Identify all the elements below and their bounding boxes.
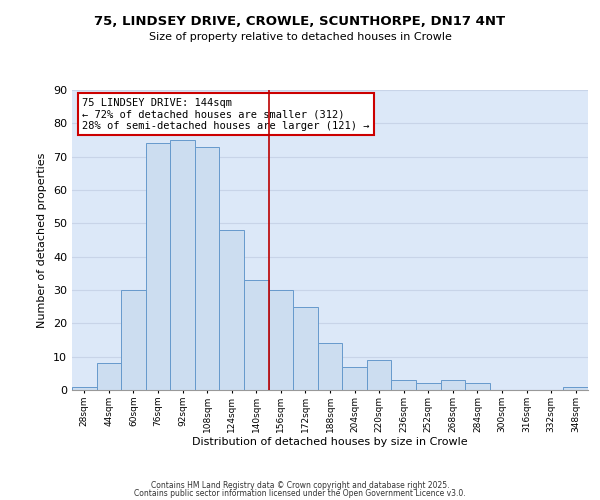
Bar [72,386,97,390]
Bar [465,384,490,390]
Text: Size of property relative to detached houses in Crowle: Size of property relative to detached ho… [149,32,451,42]
Bar [244,280,269,390]
Bar [146,144,170,390]
Bar [121,290,146,390]
Bar [563,386,588,390]
Bar [97,364,121,390]
Bar [367,360,391,390]
Bar [170,140,195,390]
Bar [195,146,220,390]
Text: Contains public sector information licensed under the Open Government Licence v3: Contains public sector information licen… [134,488,466,498]
Bar [416,384,440,390]
Text: 75 LINDSEY DRIVE: 144sqm
← 72% of detached houses are smaller (312)
28% of semi-: 75 LINDSEY DRIVE: 144sqm ← 72% of detach… [82,98,370,130]
Y-axis label: Number of detached properties: Number of detached properties [37,152,47,328]
Text: 75, LINDSEY DRIVE, CROWLE, SCUNTHORPE, DN17 4NT: 75, LINDSEY DRIVE, CROWLE, SCUNTHORPE, D… [94,15,506,28]
Bar [220,230,244,390]
Text: Contains HM Land Registry data © Crown copyright and database right 2025.: Contains HM Land Registry data © Crown c… [151,481,449,490]
Bar [342,366,367,390]
Bar [269,290,293,390]
Bar [318,344,342,390]
Bar [293,306,318,390]
Bar [391,380,416,390]
X-axis label: Distribution of detached houses by size in Crowle: Distribution of detached houses by size … [192,438,468,448]
Bar [440,380,465,390]
